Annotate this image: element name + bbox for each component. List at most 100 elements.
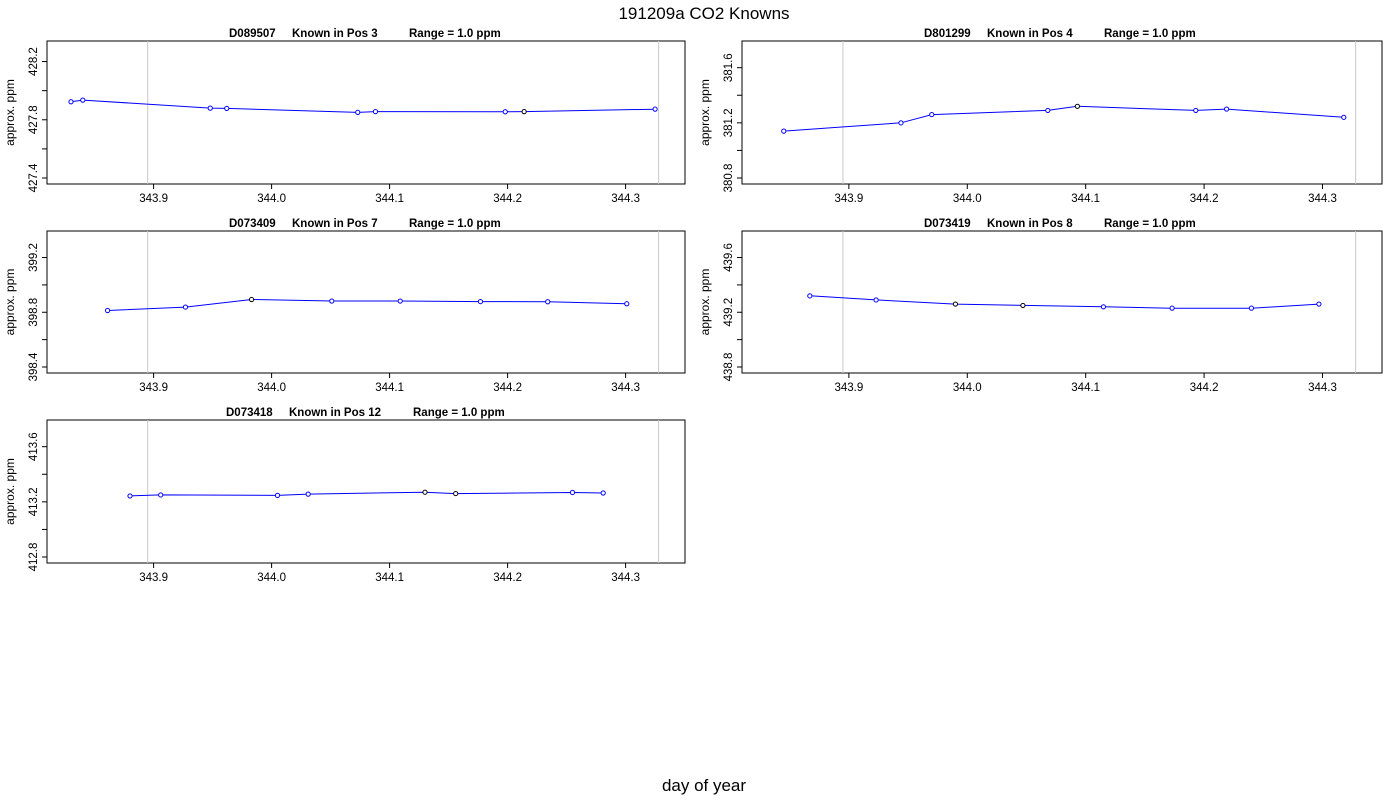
x-tick-label: 344.3 — [611, 193, 640, 205]
y-tick-label: 439.6 — [723, 243, 735, 272]
figure-x-axis-label: day of year — [662, 776, 746, 795]
data-point — [274, 492, 281, 498]
y-tick-label: 381.2 — [723, 108, 735, 137]
plot-frame — [46, 419, 686, 564]
series-line — [783, 105, 1344, 132]
chart-panel: D073419 Known in Pos 8 Range = 1.0 ppm 343.… — [698, 218, 1383, 394]
data-point — [624, 301, 630, 307]
data-point — [545, 299, 551, 305]
series-line — [809, 295, 1319, 309]
data-point — [807, 293, 813, 299]
data-point — [355, 109, 361, 115]
data-point — [569, 489, 576, 496]
panel-title-part: Known in Pos 7 — [292, 218, 378, 230]
chart-panel: D089507 Known in Pos 3 Range = 1.0 ppm 343.… — [3, 28, 686, 205]
y-axis-label: approx. ppm — [3, 79, 17, 146]
data-point — [80, 97, 86, 103]
x-tick-label: 344.0 — [953, 382, 982, 394]
x-tick-label: 344.1 — [1071, 382, 1100, 394]
data-point — [1193, 107, 1199, 114]
data-point — [502, 109, 508, 115]
data-point — [453, 490, 459, 497]
y-tick-label: 438.8 — [723, 353, 735, 382]
x-tick-label: 343.9 — [834, 193, 863, 205]
panel-title-part: D073419 — [924, 218, 971, 230]
plot-frame — [741, 230, 1383, 374]
data-point — [1316, 301, 1322, 307]
y-tick-label: 413.2 — [28, 487, 40, 516]
x-tick-label: 344.3 — [611, 382, 640, 394]
y-tick-label: 427.8 — [28, 105, 40, 134]
x-tick-label: 344.3 — [1308, 193, 1337, 205]
series-line — [107, 298, 627, 311]
x-tick-label: 344.2 — [493, 193, 522, 205]
chart-panel: D801299 Known in Pos 4 Range = 1.0 ppm 343.… — [698, 28, 1383, 205]
x-tick-label: 344.3 — [611, 572, 640, 584]
data-point — [1223, 106, 1230, 112]
x-tick-label: 344.3 — [1308, 382, 1337, 394]
x-tick-label: 343.9 — [139, 572, 168, 584]
data-point — [477, 298, 484, 305]
x-tick-label: 344.0 — [257, 193, 286, 205]
x-tick-label: 344.1 — [1071, 193, 1100, 205]
chart-panel: D073418 Known in Pos 12 Range = 1.0 ppm 343… — [3, 407, 686, 584]
data-point — [397, 298, 403, 304]
y-tick-label: 412.8 — [28, 543, 40, 572]
y-axis-label: approx. ppm — [698, 79, 712, 146]
panel-title-part: Range = 1.0 ppm — [1104, 218, 1196, 230]
data-point — [1074, 103, 1080, 109]
data-point — [600, 490, 606, 496]
data-point — [929, 111, 935, 118]
y-tick-label: 428.2 — [28, 47, 40, 76]
chart-panel: D073409 Known in Pos 7 Range = 1.0 ppm 343.… — [3, 218, 686, 394]
series-line — [129, 491, 604, 497]
panel-title-part: Known in Pos 8 — [987, 218, 1073, 230]
data-point — [1100, 304, 1107, 310]
x-tick-label: 344.1 — [375, 382, 404, 394]
x-tick-label: 344.0 — [257, 572, 286, 584]
data-point — [68, 99, 74, 105]
data-point — [224, 105, 230, 112]
panel-title-part: D801299 — [924, 28, 971, 40]
data-point — [1020, 302, 1026, 309]
data-point — [207, 105, 213, 111]
data-point — [1341, 114, 1347, 120]
figure-title: 191209a CO2 Knowns — [618, 4, 789, 23]
panel-title-part: D089507 — [229, 28, 276, 40]
y-tick-label: 398.4 — [28, 352, 40, 381]
x-tick-label: 343.9 — [834, 382, 863, 394]
y-tick-label: 427.4 — [28, 163, 40, 192]
data-point — [1248, 305, 1255, 311]
y-tick-label: 398.8 — [28, 298, 40, 327]
panel-title-part: Range = 1.0 ppm — [1104, 28, 1196, 40]
data-point — [372, 109, 379, 115]
x-tick-label: 344.2 — [1190, 382, 1219, 394]
data-point — [1045, 107, 1051, 114]
data-point — [422, 489, 428, 495]
panel-title-part: Range = 1.0 ppm — [409, 28, 501, 40]
data-point — [952, 301, 959, 307]
x-tick-label: 343.9 — [139, 193, 168, 205]
data-point — [158, 492, 164, 498]
chart-panels: D089507 Known in Pos 3 Range = 1.0 ppm 343.… — [3, 28, 1383, 584]
x-tick-label: 344.1 — [375, 193, 404, 205]
data-point — [521, 109, 527, 115]
data-point — [305, 491, 311, 497]
plot-frame — [741, 40, 1383, 185]
data-point — [652, 106, 658, 112]
x-tick-label: 343.9 — [139, 382, 168, 394]
data-point — [127, 493, 133, 499]
data-point — [898, 120, 904, 126]
panel-title-part: Range = 1.0 ppm — [409, 218, 501, 230]
data-point — [329, 298, 335, 304]
y-tick-label: 380.8 — [723, 164, 735, 193]
plot-frame — [46, 40, 686, 185]
data-point — [182, 304, 189, 310]
y-axis-label: approx. ppm — [3, 458, 17, 525]
y-tick-label: 381.6 — [723, 53, 735, 82]
panel-title-part: D073418 — [226, 407, 273, 419]
panel-title-part: Range = 1.0 ppm — [413, 407, 505, 419]
x-tick-label: 344.2 — [493, 382, 522, 394]
panel-title-part: Known in Pos 4 — [987, 28, 1073, 40]
